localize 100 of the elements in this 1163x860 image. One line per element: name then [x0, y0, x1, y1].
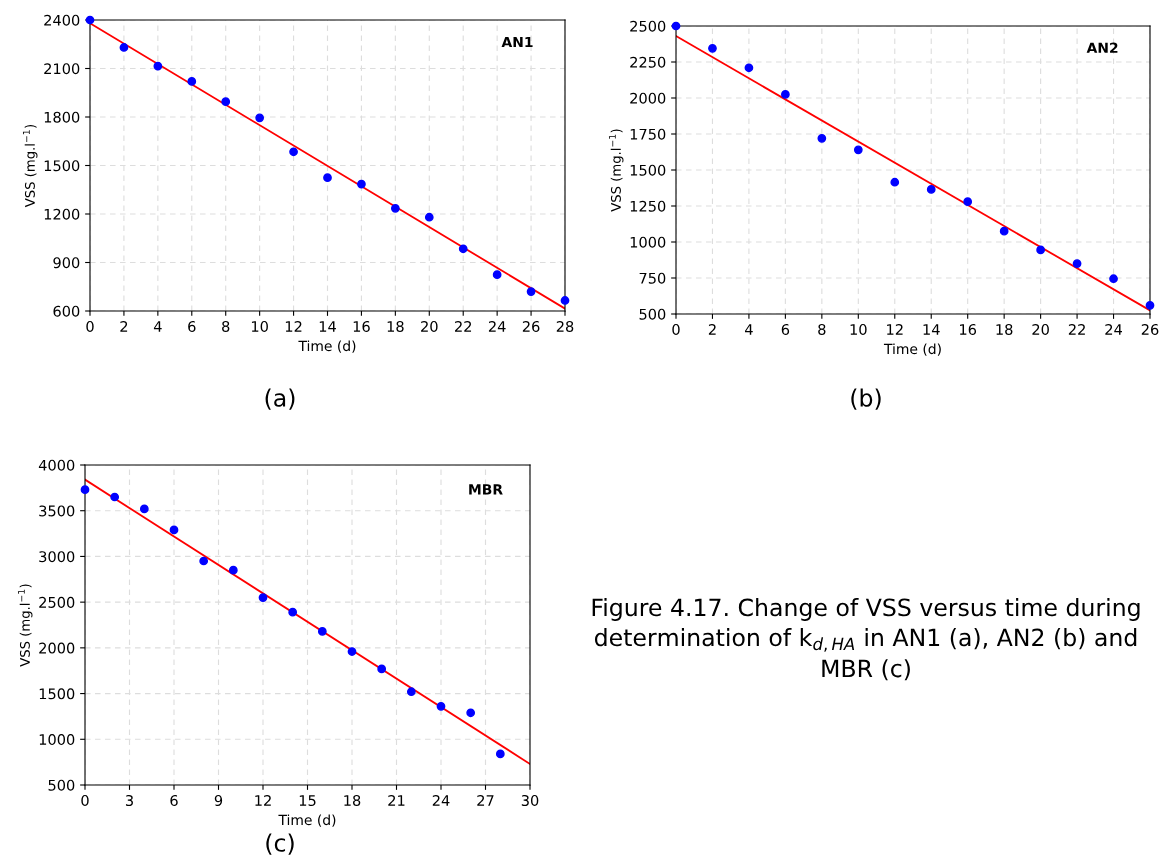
x-tick-label: 22 — [1068, 323, 1085, 335]
x-tick-label: 20 — [421, 320, 438, 333]
point — [781, 90, 790, 99]
x-tick-label: 6 — [188, 320, 196, 333]
y-tick-label: 600 — [53, 305, 80, 317]
annotation: MBR — [469, 484, 503, 495]
point — [357, 179, 366, 189]
point — [406, 687, 416, 697]
x-tick-label: 8 — [818, 323, 826, 336]
point — [153, 61, 163, 71]
text: (a) — [265, 388, 295, 410]
point — [323, 173, 332, 182]
point — [671, 21, 681, 31]
y-tick-label: 4000 — [38, 459, 75, 471]
annotation: AN2 — [1086, 42, 1118, 53]
point — [492, 270, 502, 279]
point — [963, 197, 973, 207]
y-tick-label: 2250 — [630, 56, 666, 68]
y-tick-label: 1000 — [630, 236, 666, 248]
y-tick-label: 500 — [639, 308, 666, 320]
x-tick-label: 6 — [170, 794, 178, 807]
point — [317, 627, 327, 636]
y-tick-label: 1500 — [39, 688, 75, 700]
point — [999, 226, 1009, 236]
point — [119, 43, 129, 52]
point — [199, 556, 209, 566]
x-tick-label: 14 — [319, 321, 336, 332]
y-tick-label: 2500 — [630, 20, 666, 32]
y-tick-label: 1500 — [44, 160, 80, 172]
point — [1072, 259, 1082, 268]
y-tick-label: 3000 — [39, 551, 75, 563]
x-tick-label: 27 — [477, 794, 494, 806]
y-tick-label: 1750 — [630, 128, 666, 140]
x-tick-label: 21 — [388, 794, 405, 806]
point — [1036, 245, 1045, 255]
x-tick-label: 15 — [299, 795, 316, 807]
x-tick-label: 26 — [1141, 323, 1159, 336]
x-tick-label: 26 — [522, 320, 540, 333]
point — [926, 185, 936, 194]
point — [458, 244, 468, 254]
x-tick-label: 24 — [1105, 323, 1122, 335]
x-tick-label: 22 — [455, 320, 472, 332]
x-tick-label: 2 — [120, 320, 128, 332]
x-tick-label: 14 — [923, 324, 940, 335]
x-tick-label: 0 — [81, 794, 89, 807]
x-tick-label: 28 — [556, 320, 574, 333]
point — [424, 212, 434, 222]
point — [228, 565, 238, 575]
point — [390, 203, 400, 213]
y-tick-label: 500 — [48, 779, 75, 791]
point — [817, 133, 827, 143]
y-tick-label: 3500 — [39, 505, 75, 517]
y-tick-label: 2000 — [630, 92, 666, 104]
point — [139, 504, 149, 514]
point — [560, 296, 570, 305]
x-axis-title: Time (d) — [298, 340, 356, 353]
point — [255, 113, 265, 123]
text: (b) — [851, 388, 881, 410]
y-tick-label: 2000 — [39, 642, 75, 654]
point — [347, 647, 357, 656]
point — [890, 177, 900, 187]
y-tick-label: 2400 — [44, 14, 80, 26]
annotation: AN1 — [501, 36, 533, 48]
x-tick-label: 12 — [887, 323, 903, 335]
x-tick-label: 16 — [960, 323, 977, 336]
point — [110, 492, 120, 502]
point — [187, 77, 197, 86]
x-tick-label: 8 — [222, 320, 230, 333]
y-tick-label: 1250 — [630, 200, 666, 212]
point — [288, 607, 298, 617]
x-tick-label: 4 — [745, 324, 753, 335]
y-axis-title: VSS (mg.l$^{−1}$) — [17, 584, 33, 667]
x-tick-label: 9 — [214, 794, 223, 807]
x-tick-label: 2 — [708, 323, 716, 335]
point — [258, 593, 268, 602]
y-tick-label: 1500 — [630, 164, 666, 176]
y-tick-label: 1000 — [39, 734, 75, 746]
x-tick-label: 12 — [255, 794, 271, 806]
point — [377, 664, 387, 674]
point — [221, 97, 231, 107]
y-tick-label: 2500 — [39, 596, 75, 608]
y-axis-title: VSS (mg.l$^{−1}$) — [608, 129, 624, 212]
point — [80, 485, 90, 495]
point — [289, 147, 298, 157]
x-tick-label: 18 — [996, 323, 1013, 336]
point — [169, 525, 179, 535]
point — [436, 702, 446, 711]
x-tick-label: 10 — [251, 320, 268, 333]
x-tick-label: 3 — [125, 794, 133, 807]
caption: Figure 4.17. Change of VSS versus time during determination of k$_{d,HA}$ in AN1 (a), AN2 (b) and MBR (c) — [592, 598, 1140, 681]
x-tick-label: 16 — [353, 320, 370, 333]
x-axis-title: Time (d) — [278, 814, 336, 827]
x-tick-label: 4 — [153, 321, 162, 332]
x-tick-label: 30 — [521, 794, 539, 807]
y-axis-title: VSS (mg.l$^{−1}$) — [22, 124, 38, 208]
y-tick-label: 1800 — [44, 111, 80, 123]
x-tick-label: 6 — [781, 323, 790, 336]
x-tick-label: 24 — [488, 320, 506, 332]
y-tick-label: 900 — [53, 257, 80, 269]
x-tick-label: 0 — [86, 320, 94, 333]
